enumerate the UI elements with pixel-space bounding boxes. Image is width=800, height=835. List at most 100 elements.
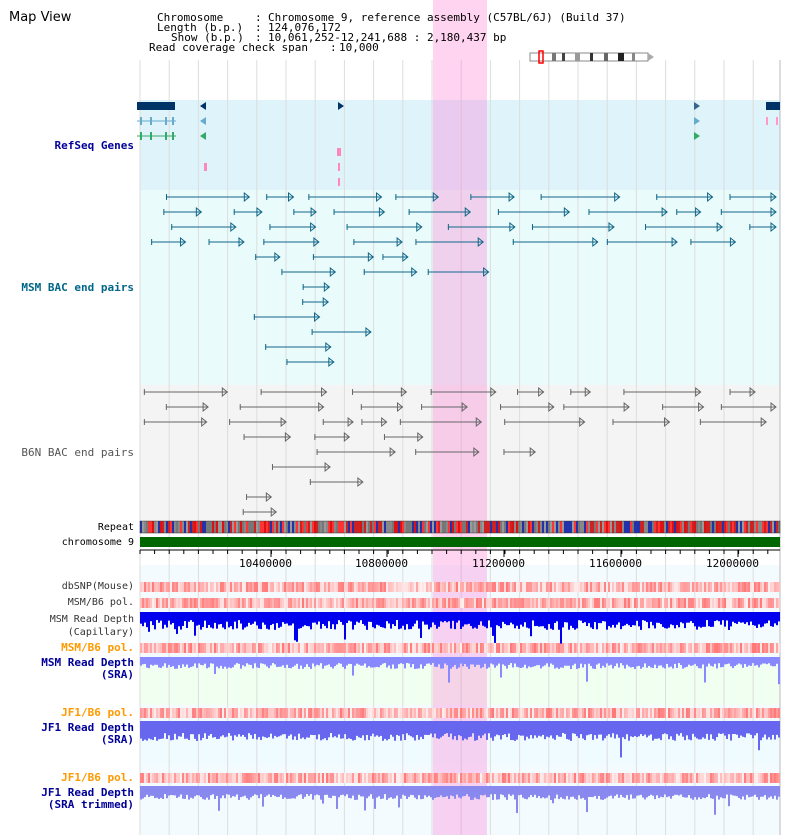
snp-density-cell xyxy=(262,708,264,718)
track-label-msm-bac[interactable]: MSM BAC end pairs xyxy=(21,281,134,294)
read-depth-bar xyxy=(576,657,578,669)
snp-density-cell xyxy=(532,773,534,783)
snp-density-cell xyxy=(162,598,164,608)
read-depth-bar xyxy=(150,721,152,740)
snp-density-cell xyxy=(616,773,618,783)
read-depth-bar xyxy=(240,721,242,737)
snp-density-cell xyxy=(652,773,654,783)
snp-density-cell xyxy=(548,708,550,718)
snp-density-cell xyxy=(280,582,282,592)
read-depth-bar xyxy=(234,612,236,622)
read-depth-bar xyxy=(448,612,450,622)
read-depth-bar xyxy=(564,612,566,623)
snp-density-cell xyxy=(474,598,476,608)
snp-density-cell xyxy=(478,708,480,718)
read-depth-bar xyxy=(180,721,182,737)
read-depth-bar xyxy=(238,786,240,800)
read-depth-bar xyxy=(214,612,216,623)
read-depth-bar xyxy=(600,657,602,669)
snp-density-cell xyxy=(608,582,610,592)
read-depth-bar xyxy=(636,786,638,796)
read-depth-bar xyxy=(622,657,624,666)
snp-density-cell xyxy=(472,598,474,608)
track-label-msm-b6-pol-1[interactable]: MSM/B6 pol. xyxy=(67,597,134,608)
read-depth-bar xyxy=(270,786,272,798)
repeat-segment xyxy=(442,521,444,533)
read-depth-bar xyxy=(296,657,298,664)
track-label-msm-depth-cap[interactable]: MSM Read Depth xyxy=(49,614,134,625)
snp-density-cell xyxy=(168,598,170,608)
read-depth-bar xyxy=(314,786,316,796)
repeat-segment xyxy=(586,521,588,533)
snp-density-cell xyxy=(442,643,444,653)
read-depth-bar xyxy=(688,612,690,623)
snp-density-cell xyxy=(352,582,354,592)
snp-density-cell xyxy=(212,708,214,718)
repeat-segment xyxy=(548,521,550,533)
read-depth-bar xyxy=(176,612,178,634)
snp-density-cell xyxy=(732,582,734,592)
read-depth-bar xyxy=(346,657,348,666)
snp-density-cell xyxy=(332,643,334,653)
track-label-jf1-b6-pol-1[interactable]: JF1/B6 pol. xyxy=(61,706,134,719)
read-depth-bar xyxy=(776,612,778,626)
snp-density-cell xyxy=(562,643,564,653)
track-label-refseq[interactable]: RefSeq Genes xyxy=(54,139,134,152)
track-label-jf1-depth-trim[interactable]: JF1 Read Depth xyxy=(41,786,134,799)
snp-density-cell xyxy=(234,643,236,653)
track-label-jf1-depth-sra[interactable]: JF1 Read Depth xyxy=(41,721,134,734)
read-depth-bar xyxy=(570,657,572,669)
snp-density-cell xyxy=(732,708,734,718)
snp-density-cell xyxy=(362,773,364,783)
snp-density-cell xyxy=(172,643,174,653)
snp-density-cell xyxy=(390,582,392,592)
snp-density-cell xyxy=(654,708,656,718)
read-depth-bar xyxy=(408,786,410,797)
snp-density-cell xyxy=(438,582,440,592)
read-depth-bar xyxy=(658,786,660,799)
snp-density-cell xyxy=(614,643,616,653)
read-depth-bar xyxy=(538,612,540,627)
snp-density-cell xyxy=(468,643,470,653)
read-depth-bar xyxy=(522,657,524,668)
snp-density-cell xyxy=(516,773,518,783)
gene-arrow xyxy=(200,117,206,125)
read-depth-bar xyxy=(294,612,296,641)
repeat-segment xyxy=(648,521,650,533)
bac-end xyxy=(509,221,516,233)
track-label-repeat[interactable]: Repeat xyxy=(97,522,134,533)
track-label-chromosome[interactable]: chromosome 9 xyxy=(61,537,134,548)
track-label-dbsnp[interactable]: dbSNP(Mouse) xyxy=(61,581,134,592)
read-depth-bar xyxy=(466,657,468,667)
snp-density-cell xyxy=(686,643,688,653)
track-label-jf1-b6-pol-2[interactable]: JF1/B6 pol. xyxy=(61,771,134,784)
read-depth-bar xyxy=(542,612,544,627)
bac-end xyxy=(343,431,351,443)
snp-density-cell xyxy=(520,708,522,718)
snp-density-cell xyxy=(736,773,738,783)
read-depth-bar xyxy=(348,612,350,621)
repeat-segment xyxy=(598,521,600,533)
read-depth-bar xyxy=(650,786,652,795)
read-depth-bar xyxy=(632,612,634,626)
snp-density-cell xyxy=(500,708,502,718)
snp-density-cell xyxy=(170,582,172,592)
read-depth-bar xyxy=(514,657,516,664)
snp-density-cell xyxy=(484,773,486,783)
read-depth-bar xyxy=(652,612,654,626)
snp-density-cell xyxy=(244,773,246,783)
read-depth-bar xyxy=(360,612,362,621)
snp-density-cell xyxy=(208,773,210,783)
read-depth-bar xyxy=(610,721,612,738)
track-label-msm-b6-pol-2[interactable]: MSM/B6 pol. xyxy=(61,641,134,654)
snp-density-cell xyxy=(662,773,664,783)
read-depth-bar xyxy=(164,786,166,795)
read-depth-bar xyxy=(302,657,304,669)
repeat-segment xyxy=(690,521,692,533)
track-label-b6n-bac[interactable]: B6N BAC end pairs xyxy=(21,446,134,459)
snp-density-cell xyxy=(376,643,378,653)
track-label-msm-depth-sra[interactable]: MSM Read Depth xyxy=(41,656,134,669)
snp-density-cell xyxy=(628,582,630,592)
snp-density-cell xyxy=(320,708,322,718)
